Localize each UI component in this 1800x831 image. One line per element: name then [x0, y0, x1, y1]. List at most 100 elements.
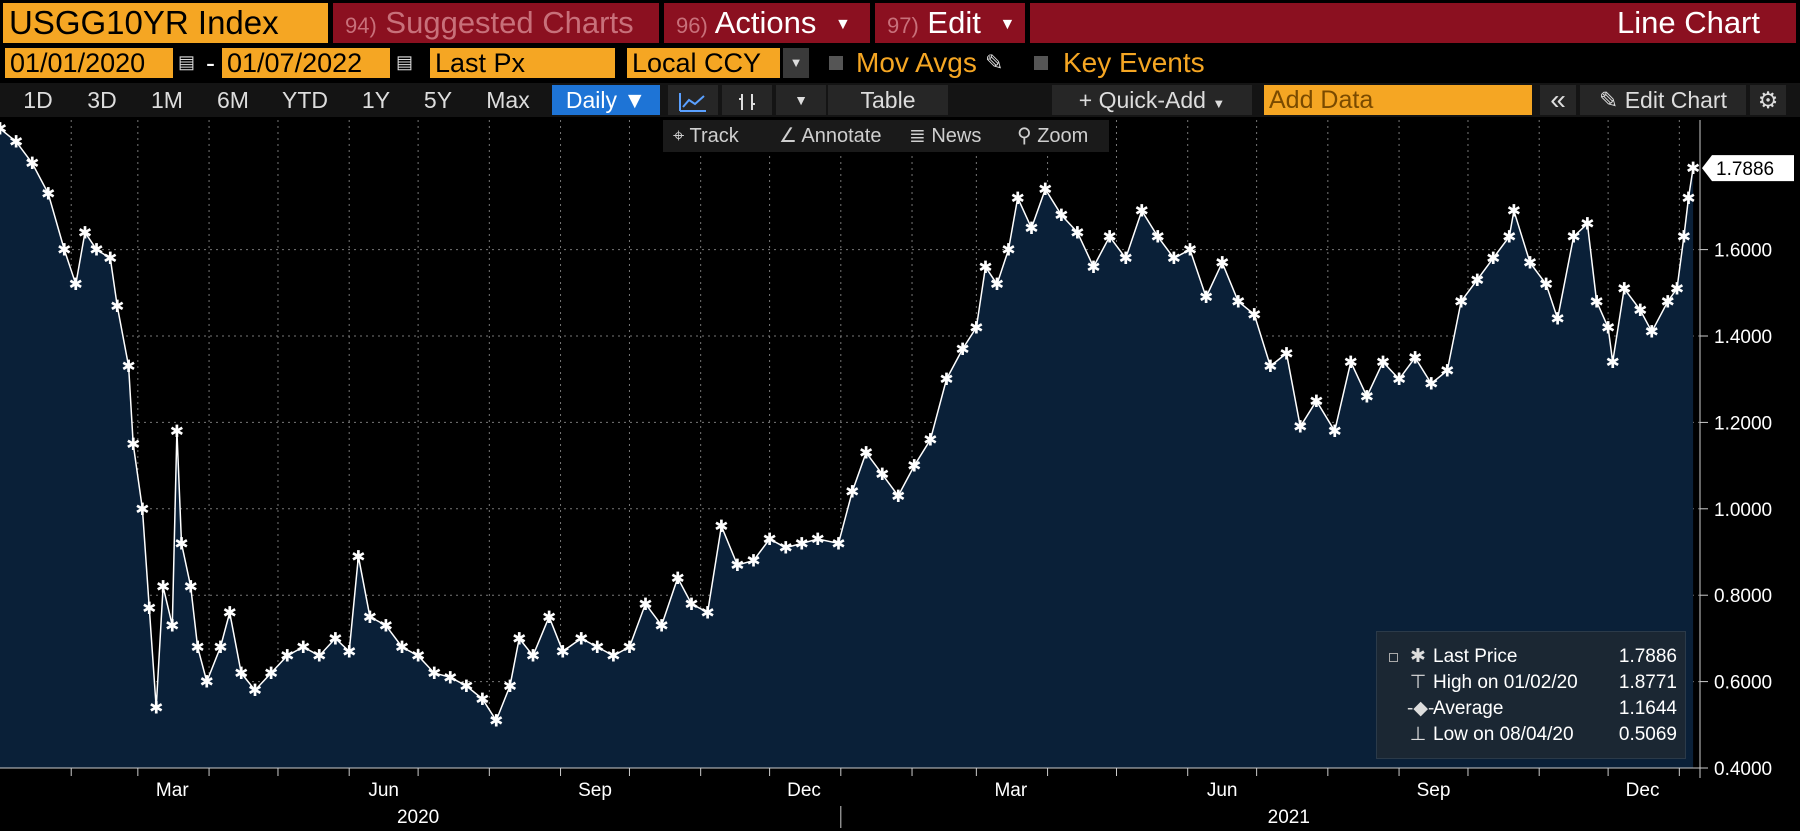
chart-type-label: Line Chart — [1616, 5, 1760, 40]
track-button[interactable]: ⌖ Track — [673, 120, 739, 152]
actions-label: Actions — [714, 5, 817, 40]
line-chart-icon[interactable] — [668, 85, 718, 115]
data-point-marker: ✱ — [1119, 249, 1133, 269]
data-point-marker: ✱ — [811, 530, 825, 550]
currency-selector[interactable]: Local CCY — [627, 48, 780, 78]
data-point-marker: ✱ — [1486, 249, 1500, 269]
data-point-marker: ✱ — [1086, 258, 1100, 278]
calendar-icon[interactable]: ▤ — [396, 52, 414, 72]
data-point-marker: ✱ — [1011, 189, 1025, 209]
period-ytd-button[interactable]: YTD — [282, 87, 328, 113]
data-point-marker: ✱ — [342, 642, 356, 662]
data-point-marker: ✱ — [1309, 392, 1323, 412]
mov-avgs-checkbox[interactable] — [829, 56, 843, 70]
data-point-marker: ✱ — [1440, 362, 1454, 382]
zoom-button[interactable]: ⚲ Zoom — [1017, 120, 1088, 152]
actions-menu-button[interactable]: 96) Actions ▼ — [664, 3, 870, 43]
data-point-marker: ✱ — [184, 578, 198, 598]
legend-low-label: Low on 08/04/20 — [1433, 724, 1574, 745]
edit-chart-button[interactable]: ✎ Edit Chart — [1580, 85, 1746, 115]
data-point-marker: ✱ — [1376, 353, 1390, 373]
period-5y-button[interactable]: 5Y — [423, 87, 453, 113]
start-date-input[interactable]: 01/01/2020 — [5, 48, 173, 78]
data-point-marker: ✱ — [1001, 241, 1015, 261]
data-point-marker: ✱ — [223, 604, 237, 624]
bar-chart-icon[interactable] — [722, 85, 772, 115]
suggested-charts-label: Suggested Charts — [385, 5, 634, 40]
data-point-marker: ✱ — [1328, 422, 1342, 442]
edit-menu-button[interactable]: 97) Edit ▼ — [875, 3, 1025, 43]
data-point-marker: ✱ — [1686, 159, 1700, 179]
x-tick-label: Jun — [368, 780, 399, 801]
data-point-marker: ✱ — [1135, 202, 1149, 222]
data-point-marker: ✱ — [730, 556, 744, 576]
controls-bar: 01/01/2020 ▤ - 01/07/2022 ▤ Last Px Loca… — [0, 48, 1800, 80]
data-point-marker: ✱ — [622, 638, 636, 658]
data-point-marker: ✱ — [200, 673, 214, 693]
data-point-marker: ✱ — [1633, 301, 1647, 321]
period-6m-button[interactable]: 6M — [217, 87, 249, 113]
chart-style-dropdown-icon[interactable]: ▼ — [776, 85, 826, 115]
period-3d-button[interactable]: 3D — [87, 87, 117, 113]
data-point-marker: ✱ — [1580, 215, 1594, 235]
data-point-marker: ✱ — [795, 534, 809, 554]
end-date-input[interactable]: 01/07/2022 — [222, 48, 390, 78]
data-point-marker: ✱ — [542, 608, 556, 628]
data-point-marker: ✱ — [78, 223, 92, 243]
data-point-marker: ✱ — [1215, 254, 1229, 274]
data-point-marker: ✱ — [875, 465, 889, 485]
news-label: News — [931, 125, 982, 147]
suggested-charts-button[interactable]: 94) Suggested Charts — [333, 3, 659, 43]
period-max-button[interactable]: Max — [486, 87, 530, 113]
mov-avgs-label[interactable]: Mov Avgs — [856, 47, 977, 78]
data-point-marker: ✱ — [489, 712, 503, 732]
quick-add-label: Quick-Add — [1098, 87, 1206, 113]
y-tick-label: 1.2000 — [1714, 413, 1772, 434]
collapse-box-icon[interactable] — [1389, 653, 1398, 662]
legend-last-price[interactable]: ✱ Last Price 1.7886 — [1377, 644, 1687, 670]
calendar-icon[interactable]: ▤ — [178, 52, 196, 72]
field-selector[interactable]: Last Px — [430, 48, 615, 78]
add-data-input[interactable]: Add Data — [1264, 85, 1532, 115]
last-value-tag-bg — [1702, 155, 1794, 182]
chart-legend: ✱ Last Price 1.7886 ⊤ High on 01/02/20 1… — [1376, 631, 1686, 759]
data-point-marker: ✱ — [103, 249, 117, 269]
track-label: Track — [689, 125, 739, 147]
period-1d-button[interactable]: 1D — [23, 87, 53, 113]
data-point-marker: ✱ — [1502, 228, 1516, 248]
crosshair-icon: ⌖ — [673, 125, 685, 147]
edit-chart-label: Edit Chart — [1624, 87, 1727, 113]
x-tick-label: Dec — [787, 780, 821, 801]
key-events-label[interactable]: Key Events — [1063, 47, 1205, 78]
period-1y-button[interactable]: 1Y — [361, 87, 391, 113]
data-point-marker: ✱ — [891, 487, 905, 507]
x-axis: Mar Jun Sep Dec Mar Jun Sep Dec 2020 2021 — [0, 767, 1700, 828]
data-point-marker: ✱ — [671, 569, 685, 589]
period-1m-button[interactable]: 1M — [151, 87, 183, 113]
series-line — [0, 128, 1694, 723]
edit-number: 97) — [887, 13, 919, 38]
data-point-marker: ✱ — [512, 629, 526, 649]
data-point-marker: ✱ — [0, 120, 7, 140]
data-point-marker: ✱ — [351, 547, 365, 567]
header-bar: USGG10YR Index 94) Suggested Charts 96) … — [0, 0, 1800, 45]
pencil-icon: ∠ — [779, 125, 797, 147]
chart-type-title: Line Chart — [1030, 3, 1796, 43]
low-marker-icon: ⊥ — [1409, 724, 1427, 745]
data-point-marker: ✱ — [1681, 189, 1695, 209]
key-events-checkbox[interactable] — [1034, 56, 1048, 70]
data-point-marker: ✱ — [411, 647, 425, 667]
suggested-charts-number: 94) — [345, 13, 377, 38]
data-point-marker: ✱ — [700, 604, 714, 624]
pencil-icon[interactable]: ✎ — [985, 50, 1004, 75]
chevron-down-icon[interactable]: ▼ — [783, 48, 809, 78]
quick-add-button[interactable]: + Quick-Add ▼ — [1052, 85, 1252, 115]
frequency-selector[interactable]: Daily ▼ — [552, 85, 660, 115]
collapse-double-chevron-icon[interactable]: « — [1540, 85, 1576, 115]
news-button[interactable]: ≣ News — [909, 120, 981, 152]
data-point-marker: ✱ — [443, 668, 457, 688]
gear-icon[interactable]: ⚙ — [1750, 85, 1786, 115]
annotate-button[interactable]: ∠ Annotate — [779, 120, 881, 152]
table-button[interactable]: Table — [828, 85, 948, 115]
ticker-field[interactable]: USGG10YR Index — [3, 3, 328, 43]
